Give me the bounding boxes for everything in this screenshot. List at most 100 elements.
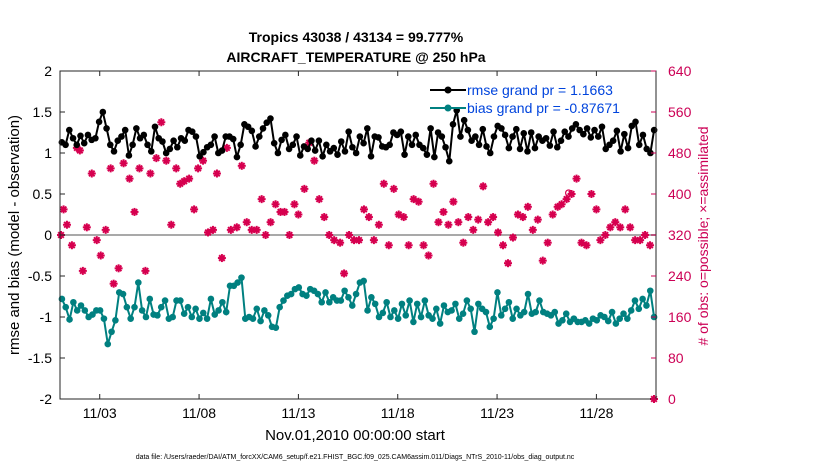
obs-count-stroke [385, 241, 393, 249]
rmse-point [442, 143, 449, 151]
rmse-point [397, 128, 405, 135]
rmse-point [516, 145, 524, 153]
obs-count-stroke [258, 195, 266, 203]
obs-count-marker [336, 238, 345, 247]
bias-point [402, 312, 410, 319]
obs-count-marker [479, 182, 488, 191]
rmse-point [490, 133, 498, 140]
bias-point [532, 308, 539, 316]
bias-point [192, 305, 199, 313]
bias-point [513, 305, 520, 313]
obs-count-marker [538, 256, 547, 265]
obs-count-stroke [587, 190, 595, 198]
bias-point [646, 287, 654, 295]
bias-point [406, 297, 413, 304]
rmse-point [118, 133, 125, 140]
obs-count-marker [596, 236, 605, 245]
bias-point [345, 294, 352, 301]
bias-point [413, 300, 421, 308]
rmse-point [423, 151, 431, 158]
obs-count-stroke [636, 236, 644, 244]
bias-point [62, 303, 70, 311]
obs-count-marker [257, 195, 266, 204]
rmse-point [542, 134, 550, 142]
y-tick-label: 1.5 [33, 104, 53, 120]
rmse-point [509, 133, 516, 140]
bias-point [169, 313, 177, 321]
rmse-point [62, 141, 69, 149]
bias-point [180, 310, 188, 318]
obs-count-marker [429, 179, 438, 188]
rmse-point [274, 149, 282, 157]
bias-point [222, 308, 230, 316]
bias-point [112, 316, 119, 324]
obs-count-stroke [395, 210, 403, 219]
obs-count-marker [489, 213, 498, 222]
chart-subtitle: AIRCRAFT_TEMPERATURE @ 250 hPa [226, 49, 485, 65]
bias-point [215, 307, 222, 314]
rmse-point [330, 144, 338, 152]
bias-point [394, 315, 402, 322]
obs-count-marker [300, 184, 309, 193]
obs-count-marker [252, 225, 261, 234]
obs-count-marker [237, 161, 246, 170]
rmse-point [553, 143, 561, 151]
obs-count-stroke [68, 241, 76, 249]
rmse-point [498, 125, 505, 132]
y-right-tick-label: 640 [668, 63, 692, 79]
obs-count-marker [157, 118, 166, 127]
obs-count-marker [199, 156, 208, 165]
obs-count-stroke [390, 185, 398, 193]
obs-count-marker [125, 174, 134, 183]
obs-count-stroke [146, 169, 154, 178]
obs-count-stroke [601, 231, 609, 239]
rmse-point [617, 148, 624, 155]
bias-point [352, 290, 360, 298]
rmse-point [218, 147, 226, 154]
x-axis-label: Nov.01,2010 00:00:00 start [265, 427, 446, 444]
bias-point [157, 303, 165, 311]
legend-rmse-marker [444, 86, 452, 94]
x-tick-label: 11/23 [480, 405, 514, 421]
chart-title: Tropics 43038 / 43134 = 99.777% [249, 29, 464, 45]
bias-point [161, 297, 169, 304]
obs-count-marker [533, 215, 542, 224]
obs-count-stroke [167, 221, 175, 229]
obs-count-stroke [110, 280, 118, 288]
bias-point [280, 297, 287, 304]
bias-point [410, 318, 417, 326]
obs-count-stroke [425, 251, 433, 260]
obs-count-stroke [375, 221, 383, 229]
obs-count-marker [109, 279, 118, 288]
obs-count-stroke [336, 239, 344, 247]
bias-point [341, 287, 348, 295]
obs-count-marker [167, 220, 176, 229]
y-right-tick-label: 0 [668, 391, 676, 407]
rmse-point [73, 141, 81, 149]
bias-point [440, 302, 448, 309]
obs-possible-marker [564, 189, 573, 197]
obs-count-stroke [464, 213, 472, 221]
bias-point [536, 297, 543, 304]
bias-point [337, 297, 345, 304]
obs-count-stroke [370, 236, 378, 244]
obs-count-stroke [454, 218, 462, 226]
obs-count-marker [310, 156, 319, 165]
rmse-point [356, 133, 364, 140]
obs-count-stroke [88, 169, 96, 178]
obs-count-marker [621, 205, 630, 214]
obs-count-marker [384, 241, 393, 250]
x-tick-label: 11/28 [579, 405, 613, 421]
obs-count-stroke [93, 236, 101, 244]
rmse-point [483, 143, 490, 150]
bias-point [612, 320, 620, 327]
rmse-point [501, 131, 509, 139]
rmse-point [147, 148, 155, 155]
bias-point [360, 277, 368, 285]
bias-point [501, 305, 509, 313]
bias-point [108, 328, 115, 336]
rmse-point [323, 141, 330, 149]
bias-point [459, 310, 467, 318]
bias-point [104, 340, 112, 348]
rmse-point [591, 126, 598, 134]
